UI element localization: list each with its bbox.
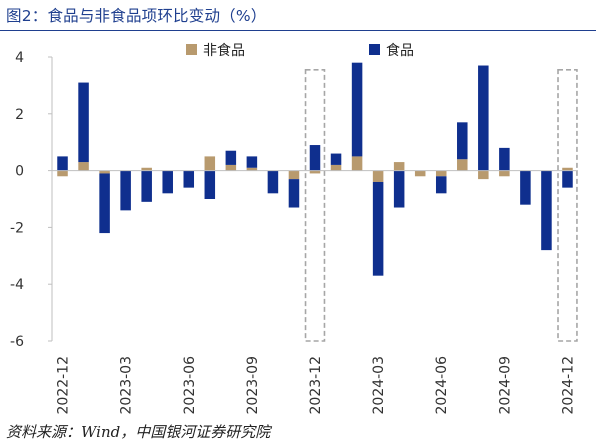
- legend-label-food: 食品: [386, 42, 414, 59]
- bar-food-2023-10: [267, 170, 279, 194]
- bar-nonfood-2024-06: [435, 170, 447, 177]
- legend-swatch-nonfood: [186, 44, 197, 55]
- y-tick-label: 4: [15, 50, 24, 66]
- bar-nonfood-2023-11: [288, 170, 300, 180]
- x-tick-label: 2023-03: [119, 356, 135, 415]
- source-note: 资料来源：Wind，中国银河证券研究院: [6, 423, 271, 441]
- x-tick-label: 2024-06: [434, 356, 450, 415]
- bar-food-2023-09: [246, 156, 258, 168]
- y-tick-label: -6: [10, 334, 24, 350]
- bar-food-2024-12: [562, 170, 573, 188]
- bar-food-2024-03: [372, 181, 384, 276]
- bar-nonfood-2023-09: [246, 167, 258, 171]
- bar-food-2023-03: [120, 170, 131, 211]
- bar-nonfood-2023-04: [141, 167, 152, 171]
- x-tick-label: 2023-09: [245, 356, 261, 415]
- bar-nonfood-2023-08: [225, 164, 237, 171]
- x-tick-label: 2023-12: [308, 356, 324, 415]
- legend-swatch-food: [369, 44, 380, 55]
- bar-food-2023-06: [183, 170, 195, 188]
- bar-nonfood-2022-12: [57, 170, 68, 177]
- bar-nonfood-2024-12: [562, 167, 573, 171]
- bar-nonfood-2024-07: [457, 159, 468, 171]
- x-tick-label: 2024-12: [560, 356, 576, 415]
- bar-food-2023-01: [78, 82, 89, 163]
- bar-nonfood-2023-02: [99, 170, 110, 174]
- legend-label-nonfood: 非食品: [203, 42, 245, 59]
- stacked-bar-chart: -6 -4 -2 0 2 4 2022-12 2023-03 2023-06 2023-09 202…: [10, 42, 578, 415]
- bar-food-2023-07: [204, 170, 216, 199]
- bar-food-2023-04: [141, 170, 152, 202]
- bar-nonfood-2023-07: [204, 156, 216, 171]
- bar-nonfood-2024-04: [393, 162, 405, 171]
- x-tick-label: 2022-12: [56, 356, 72, 415]
- bar-food-2024-10: [520, 170, 531, 205]
- y-tick-label: -4: [10, 277, 24, 293]
- bar-food-2023-11: [288, 179, 300, 208]
- figure-title: 图2：食品与非食品项环比变动（%）: [6, 7, 267, 25]
- bar-nonfood-2024-02: [351, 156, 363, 171]
- x-tick-label: 2024-09: [497, 356, 513, 415]
- bar-food-2022-12: [57, 156, 68, 171]
- bar-food-2023-08: [225, 150, 237, 165]
- title-rule: [0, 30, 596, 31]
- bar-food-2024-04: [393, 170, 405, 208]
- bar-food-2024-01: [330, 153, 342, 165]
- y-tick-label: 2: [15, 107, 24, 123]
- highlight-box-2023-12: [304, 68, 326, 342]
- bar-food-2024-08: [478, 65, 489, 171]
- bar-food-2023-02: [99, 173, 110, 234]
- y-tick-label: -2: [10, 220, 24, 236]
- bar-nonfood-2024-09: [499, 170, 510, 177]
- bar-food-2023-05: [162, 170, 173, 194]
- x-tick-label: 2024-03: [371, 356, 387, 415]
- bar-food-2023-12: [309, 145, 321, 171]
- bar-food-2024-11: [541, 170, 552, 251]
- y-tick-label: 0: [15, 164, 24, 180]
- bar-nonfood-2024-08: [478, 170, 489, 180]
- x-tick-label: 2023-06: [182, 356, 198, 415]
- bar-nonfood-2023-01: [78, 162, 89, 171]
- bar-nonfood-2024-01: [330, 164, 342, 171]
- bar-food-2024-07: [457, 122, 468, 160]
- highlight-box-2024-12: [557, 68, 578, 342]
- bar-nonfood-2023-12: [309, 170, 321, 174]
- bar-food-2024-02: [351, 62, 363, 157]
- bar-food-2024-09: [499, 147, 510, 171]
- bar-nonfood-2024-03: [372, 170, 384, 182]
- bar-nonfood-2024-05: [414, 170, 426, 177]
- bar-food-2024-06: [435, 176, 447, 194]
